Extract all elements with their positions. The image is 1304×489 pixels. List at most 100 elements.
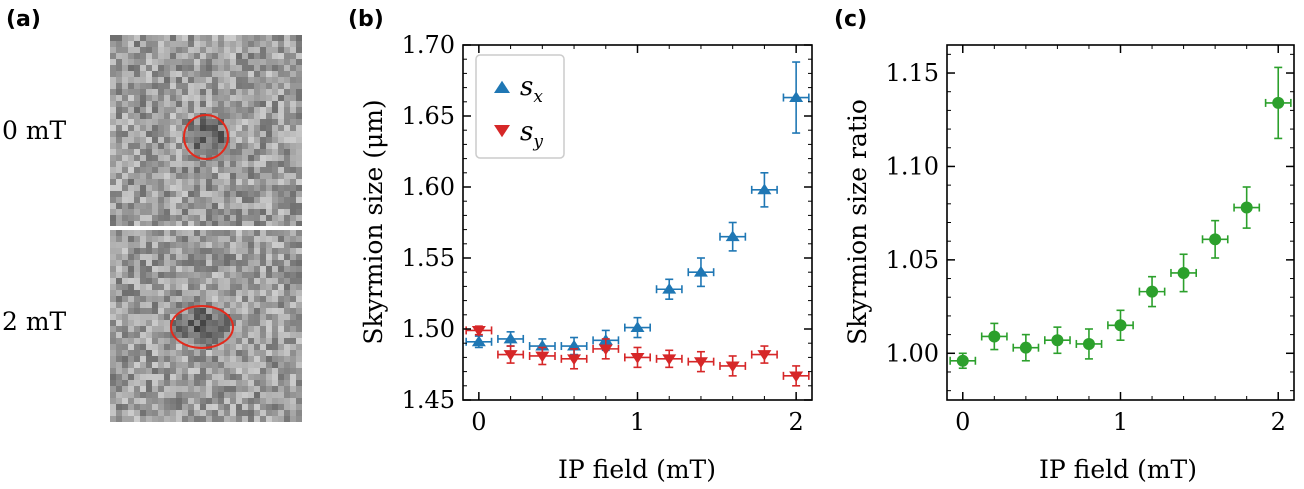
image-0mt-pixel bbox=[170, 143, 176, 149]
image-0mt-pixel bbox=[260, 35, 266, 41]
image-0mt-pixel bbox=[272, 59, 278, 65]
image-2mt-pixel bbox=[290, 254, 296, 260]
image-2mt-pixel bbox=[248, 248, 254, 254]
image-0mt-pixel bbox=[158, 47, 164, 53]
image-0mt-pixel bbox=[206, 107, 212, 113]
image-0mt-pixel bbox=[236, 107, 242, 113]
image-2mt-pixel bbox=[122, 254, 128, 260]
image-2mt-pixel bbox=[236, 344, 242, 350]
image-0mt-pixel bbox=[140, 53, 146, 59]
image-0mt-pixel bbox=[134, 137, 140, 143]
image-0mt-pixel bbox=[254, 113, 260, 119]
image-0mt-pixel bbox=[230, 167, 236, 173]
image-2mt-pixel bbox=[266, 290, 272, 296]
image-2mt-pixel bbox=[188, 272, 194, 278]
image-2mt-pixel bbox=[290, 386, 296, 392]
image-2mt-pixel bbox=[296, 392, 302, 398]
image-2mt-pixel bbox=[116, 404, 122, 410]
image-2mt-pixel bbox=[188, 332, 194, 338]
image-2mt-pixel bbox=[164, 362, 170, 368]
image-2mt-pixel bbox=[110, 344, 116, 350]
image-2mt-pixel bbox=[284, 254, 290, 260]
panel-a: (a) 0 mT 2 mT bbox=[2, 7, 302, 422]
image-2mt-pixel bbox=[230, 386, 236, 392]
image-2mt-pixel bbox=[122, 296, 128, 302]
image-0mt-pixel bbox=[194, 161, 200, 167]
panel-b-series0-point bbox=[630, 321, 645, 332]
panel-c-ytick-label: 1.00 bbox=[886, 339, 939, 367]
image-2mt-pixel bbox=[218, 332, 224, 338]
image-2mt-pixel bbox=[248, 242, 254, 248]
image-2mt-pixel bbox=[254, 362, 260, 368]
image-0mt-pixel bbox=[200, 197, 206, 203]
image-2mt-pixel bbox=[284, 386, 290, 392]
image-2mt-pixel bbox=[254, 410, 260, 416]
image-2mt-pixel bbox=[128, 284, 134, 290]
image-2mt-pixel bbox=[116, 236, 122, 242]
image-2mt-pixel bbox=[284, 236, 290, 242]
image-0mt-pixel bbox=[140, 95, 146, 101]
image-2mt-pixel bbox=[200, 314, 206, 320]
image-2mt-pixel bbox=[194, 374, 200, 380]
image-2mt-pixel bbox=[116, 368, 122, 374]
image-0mt-pixel bbox=[176, 185, 182, 191]
image-0mt-pixel bbox=[116, 47, 122, 53]
image-2mt-pixel bbox=[110, 296, 116, 302]
image-2mt-pixel bbox=[296, 308, 302, 314]
image-2mt-pixel bbox=[236, 284, 242, 290]
image-0mt-pixel bbox=[110, 203, 116, 209]
image-2mt-pixel bbox=[218, 254, 224, 260]
image-0mt-pixel bbox=[278, 149, 284, 155]
image-2mt-pixel bbox=[254, 374, 260, 380]
image-2mt-pixel bbox=[158, 374, 164, 380]
image-2mt-pixel bbox=[158, 380, 164, 386]
image-0mt-pixel bbox=[194, 101, 200, 107]
image-2mt-pixel bbox=[260, 392, 266, 398]
image-2mt-pixel bbox=[116, 308, 122, 314]
image-0mt-pixel bbox=[122, 35, 128, 41]
image-2mt-pixel bbox=[140, 350, 146, 356]
image-2mt-pixel bbox=[164, 260, 170, 266]
image-0mt-pixel bbox=[278, 203, 284, 209]
image-2mt-pixel bbox=[194, 266, 200, 272]
image-0mt-pixel bbox=[194, 89, 200, 95]
image-2mt-pixel bbox=[254, 236, 260, 242]
image-2mt-pixel bbox=[254, 302, 260, 308]
image-2mt-pixel bbox=[188, 242, 194, 248]
image-2mt-pixel bbox=[266, 296, 272, 302]
image-0mt-pixel bbox=[236, 203, 242, 209]
image-2mt-pixel bbox=[116, 398, 122, 404]
image-0mt-pixel bbox=[272, 143, 278, 149]
image-0mt-pixel bbox=[242, 131, 248, 137]
image-2mt-pixel bbox=[146, 302, 152, 308]
image-0mt-pixel bbox=[230, 209, 236, 215]
image-0mt-pixel bbox=[170, 65, 176, 71]
image-2mt-pixel bbox=[272, 380, 278, 386]
image-0mt-pixel bbox=[182, 65, 188, 71]
image-2mt-pixel bbox=[146, 338, 152, 344]
image-2mt-pixel bbox=[224, 398, 230, 404]
image-2mt-pixel bbox=[242, 410, 248, 416]
image-0mt-pixel bbox=[146, 47, 152, 53]
image-2mt-pixel bbox=[188, 338, 194, 344]
image-0mt-pixel bbox=[200, 179, 206, 185]
image-2mt-pixel bbox=[254, 398, 260, 404]
image-2mt-pixel bbox=[122, 350, 128, 356]
image-0mt-pixel bbox=[248, 113, 254, 119]
image-2mt-pixel bbox=[152, 326, 158, 332]
image-2mt-pixel bbox=[176, 416, 182, 422]
image-0mt-pixel bbox=[122, 41, 128, 47]
image-0mt-pixel bbox=[152, 137, 158, 143]
image-0mt-pixel bbox=[230, 131, 236, 137]
image-0mt-pixel bbox=[194, 173, 200, 179]
image-0mt-pixel bbox=[146, 95, 152, 101]
image-2mt-pixel bbox=[170, 410, 176, 416]
image-0mt-pixel bbox=[248, 107, 254, 113]
legend-box bbox=[475, 54, 565, 159]
image-2mt-pixel bbox=[296, 368, 302, 374]
image-2mt-pixel bbox=[278, 326, 284, 332]
panel-c-series0-point bbox=[1177, 266, 1190, 279]
panel-b-series0-point bbox=[725, 230, 740, 242]
image-2mt-pixel bbox=[152, 356, 158, 362]
image-2mt-pixel bbox=[272, 308, 278, 314]
